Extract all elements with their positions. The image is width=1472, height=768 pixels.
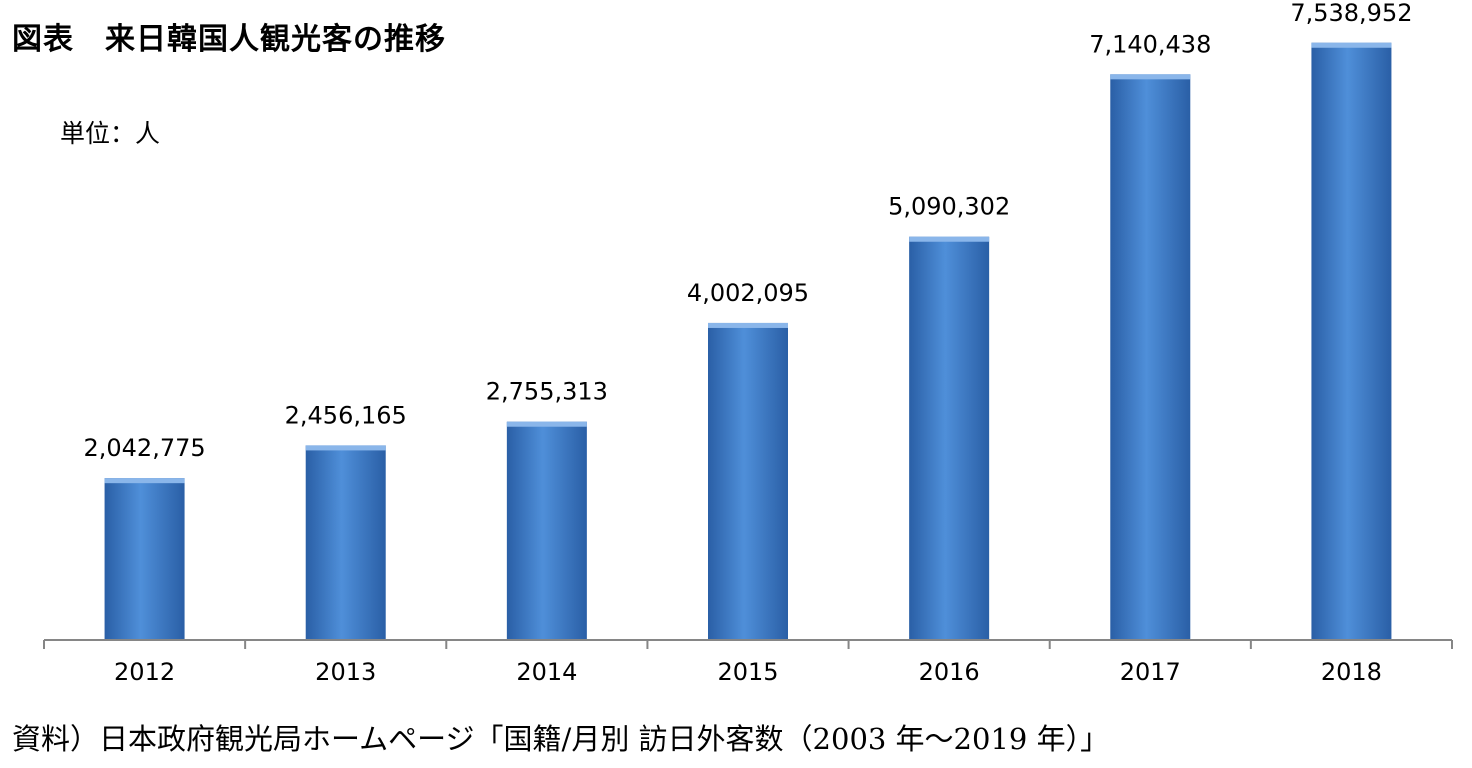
bar-2012 — [104, 478, 185, 640]
x-tick-label: 2017 — [1120, 658, 1181, 686]
x-axis: 2012 2013 2014 2015 2016 2017 2018 — [43, 639, 1453, 686]
bar-value-label: 4,002,095 — [687, 279, 809, 307]
bar-value-label: 7,140,438 — [1089, 30, 1211, 58]
bar-top-highlight — [1110, 74, 1191, 80]
x-tick-label: 2012 — [114, 658, 175, 686]
bar-top-highlight — [1311, 42, 1392, 48]
x-tick-label: 2015 — [717, 658, 778, 686]
bars-group: 2,042,775 2,456,165 2,755,313 4,002,095 5,09… — [83, 0, 1413, 641]
x-tick-label: 2014 — [516, 658, 577, 686]
chart-title: 図表 来日韓国人観光客の推移 — [12, 22, 446, 57]
bar-top-highlight — [506, 421, 587, 427]
bar-value-label: 5,090,302 — [888, 193, 1010, 221]
bar-top-highlight — [909, 236, 990, 242]
bar-top-highlight — [708, 322, 788, 328]
bar-value-label: 2,042,775 — [83, 434, 205, 462]
x-tick-label: 2016 — [919, 658, 980, 686]
x-tick-label: 2013 — [315, 658, 376, 686]
unit-label: 単位：人 — [60, 119, 161, 148]
bar-2018 — [1311, 42, 1392, 640]
bar-2014 — [506, 421, 587, 640]
source-note: 資料）日本政府観光局ホームページ「国籍/月別 訪日外客数（2003 年～2019… — [12, 722, 1110, 756]
bar-value-label: 2,755,313 — [486, 378, 608, 406]
bar-value-label: 7,538,952 — [1290, 0, 1412, 27]
bar-value-label: 2,456,165 — [285, 401, 407, 429]
bar-2017 — [1110, 74, 1191, 641]
bar-2013 — [305, 445, 386, 640]
bar-top-highlight — [104, 478, 185, 484]
bar-2015 — [708, 322, 788, 640]
bar-chart: 2,042,775 2,456,165 2,755,313 4,002,095 5,09… — [43, 0, 1453, 686]
bar-2016 — [909, 236, 990, 640]
x-tick-label: 2018 — [1321, 658, 1382, 686]
bar-top-highlight — [305, 445, 386, 451]
